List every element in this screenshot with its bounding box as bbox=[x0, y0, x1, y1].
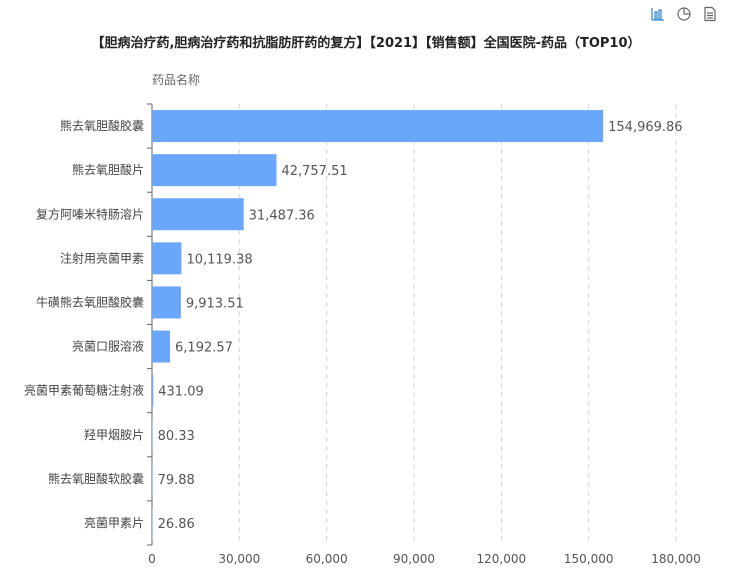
bar[interactable] bbox=[152, 330, 171, 363]
x-tick-labels: 0 30,000 60,000 90,000 120,000 150,000 180,000 bbox=[148, 552, 701, 566]
value-label: 431.09 bbox=[158, 385, 204, 400]
bar[interactable] bbox=[152, 286, 181, 319]
category-label: 亮菌甲素葡萄糖注射液 bbox=[24, 383, 144, 398]
value-label: 42,757.51 bbox=[281, 164, 347, 179]
value-label: 6,192.57 bbox=[175, 341, 233, 356]
chart-toolbar bbox=[650, 6, 718, 22]
value-label: 79.88 bbox=[158, 473, 195, 488]
category-label: 亮菌甲素片 bbox=[84, 515, 144, 530]
value-label: 9,913.51 bbox=[186, 296, 244, 311]
x-tick-label: 0 bbox=[148, 552, 156, 566]
category-label: 羟甲烟胺片 bbox=[84, 427, 144, 442]
bar[interactable] bbox=[152, 506, 153, 539]
category-label: 熊去氧胆酸胶囊 bbox=[60, 118, 144, 133]
bar[interactable] bbox=[152, 462, 153, 495]
bar[interactable] bbox=[152, 154, 277, 187]
x-tick-label: 150,000 bbox=[564, 552, 614, 566]
category-label: 亮菌口服溶液 bbox=[72, 339, 144, 354]
value-label: 80.33 bbox=[158, 429, 195, 444]
category-labels: 熊去氧胆酸胶囊熊去氧胆酸片复方阿嗪米特肠溶片注射用亮菌甲素牛磺熊去氧胆酸胶囊亮菌… bbox=[24, 118, 144, 530]
x-tick-label: 30,000 bbox=[218, 552, 260, 566]
category-label: 熊去氧胆酸片 bbox=[72, 162, 144, 177]
bars-group bbox=[147, 103, 604, 546]
value-label: 154,969.86 bbox=[608, 120, 682, 135]
value-labels: 154,969.86 42,757.51 31,487.36 10,119.38 9,9… bbox=[158, 120, 683, 532]
document-icon[interactable] bbox=[702, 6, 718, 22]
category-label: 牛磺熊去氧胆酸胶囊 bbox=[36, 294, 144, 309]
bar[interactable] bbox=[152, 242, 182, 275]
bar[interactable] bbox=[152, 374, 154, 407]
category-label: 熊去氧胆酸软胶囊 bbox=[48, 471, 144, 486]
value-label: 10,119.38 bbox=[186, 252, 252, 267]
chart-title: 【胆病治疗药,胆病治疗药和抗脂肪肝药的复方】【2021】【销售额】全国医院-药品… bbox=[91, 36, 641, 51]
category-label: 注射用亮菌甲素 bbox=[60, 250, 144, 265]
bar-chart-icon[interactable] bbox=[650, 6, 666, 22]
y-axis-name: 药品名称 bbox=[152, 72, 200, 87]
x-tick-label: 60,000 bbox=[306, 552, 348, 566]
bar[interactable] bbox=[152, 198, 244, 231]
value-label: 26.86 bbox=[158, 517, 195, 532]
x-tick-label: 180,000 bbox=[651, 552, 701, 566]
bar[interactable] bbox=[152, 418, 153, 451]
bar[interactable] bbox=[152, 110, 604, 143]
value-label: 31,487.36 bbox=[249, 208, 315, 223]
category-label: 复方阿嗪米特肠溶片 bbox=[36, 206, 144, 221]
pie-chart-icon[interactable] bbox=[676, 6, 692, 22]
x-tick-label: 120,000 bbox=[477, 552, 527, 566]
x-tick-label: 90,000 bbox=[393, 552, 435, 566]
